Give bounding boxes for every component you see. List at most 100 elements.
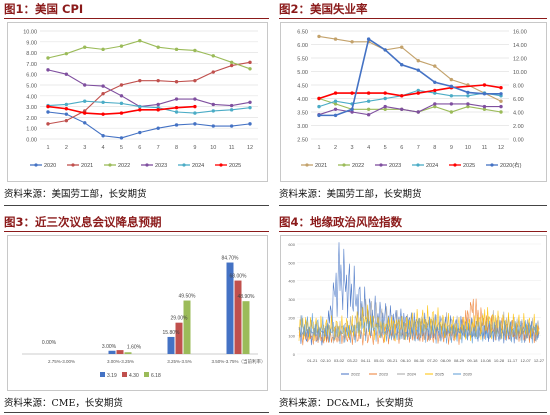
x-tick-label: 09-18 (467, 358, 478, 363)
point-2024 (317, 104, 321, 109)
legend-label: 2022 (352, 163, 364, 169)
point-2023 (350, 110, 354, 114)
point-2025 (156, 108, 160, 112)
x-tick-label: 5 (120, 145, 123, 151)
point-2022 (248, 67, 252, 71)
series-line-2022 (47, 40, 251, 70)
category-label: 3.00%-3.25% (107, 359, 134, 364)
legend-label: 2025 (463, 163, 475, 169)
point-2025 (350, 91, 354, 95)
y2-tick-label: 12.00 (513, 57, 527, 63)
data-label: 15.80% (163, 330, 181, 336)
x-tick-label: 05-01 (374, 358, 385, 363)
y-tick-label: 300 (288, 297, 295, 302)
point-2020 (211, 124, 215, 128)
legend-marker (108, 163, 112, 167)
y-tick-label: 6.00 (26, 73, 37, 79)
point-2025 (119, 111, 124, 115)
x-tick-label: 01-21 (307, 358, 318, 363)
y-tick-label: 5.00 (297, 70, 308, 76)
point-2025 (46, 104, 50, 109)
legend-label: 3.19 (107, 373, 117, 379)
legend-swatch (144, 372, 149, 377)
y2-tick-label: 0.00 (513, 138, 524, 144)
bottom-rule (279, 205, 547, 206)
x-tick-label: 10-08 (481, 358, 492, 363)
legend-marker (416, 163, 420, 167)
category-label: 3.25%-3.5% (167, 359, 192, 364)
point-2020 (83, 121, 87, 125)
x-tick-label: 9 (450, 145, 453, 151)
bottom-rule (4, 412, 269, 413)
point-2023 (366, 113, 371, 117)
series-line-2023 (47, 69, 251, 108)
point-2024 (333, 99, 338, 103)
point-2020(右) (350, 107, 354, 112)
x-tick-label: 4 (102, 145, 105, 151)
point-2022 (366, 107, 371, 112)
point-2021 (193, 78, 197, 83)
y2-tick-label: 8.00 (513, 84, 524, 90)
data-label: 84.70% (222, 256, 240, 262)
point-2024 (138, 104, 142, 109)
x-tick-label: 11 (482, 145, 488, 151)
y-tick-label: 10.00 (23, 30, 37, 36)
bar-3.19 (108, 350, 116, 354)
point-2025 (101, 112, 105, 116)
point-2021 (400, 45, 404, 49)
legend-label: 2020 (44, 163, 56, 169)
x-tick-label: 03-22 (347, 358, 358, 363)
point-2025 (433, 88, 437, 93)
point-2023 (383, 104, 387, 109)
x-tick-label: 1 (46, 145, 49, 151)
x-tick-label: 6 (400, 145, 403, 151)
point-2024 (119, 101, 124, 106)
x-tick-label: 2 (65, 145, 68, 151)
point-2024 (366, 99, 371, 103)
legend-swatch (100, 372, 105, 377)
panel-unemployment: 图2：美国失业率 2.50 3.00 3.50 4.00 4.50 5.00 5.50 6.0… (279, 0, 547, 208)
point-2023 (193, 97, 197, 101)
legend-label: 2020(右) (500, 161, 522, 169)
point-2020 (248, 122, 252, 126)
point-2023 (416, 110, 420, 114)
point-2025 (482, 83, 487, 87)
point-2024 (211, 109, 215, 113)
chart-frame: 2.75%-3.00% 3.00%-3.25% 3.25%-3.5% 3.50%-3.… (7, 235, 268, 391)
series-line-2024 (298, 298, 540, 344)
bar-6.18 (242, 301, 250, 354)
panel-title: 图3：近三次议息会议降息预期 (4, 215, 162, 229)
x-tick-label: 12 (247, 145, 253, 151)
chart-frame: 0.00 1.00 2.00 3.00 4.00 5.00 6.00 7.00 8.00 9.00… (7, 22, 268, 182)
x-tick-label: 2 (334, 145, 337, 151)
y-tick-label: 2.50 (297, 138, 308, 144)
x-tick-label: 3 (83, 145, 86, 151)
rate-cut-chart: 2.75%-3.00% 3.00%-3.25% 3.25%-3.5% 3.50%-3.… (22, 256, 266, 379)
y-tick-label: 3.00 (297, 124, 308, 130)
point-2024 (64, 102, 69, 107)
y-tick-label: 5.50 (297, 57, 308, 63)
point-2023 (248, 100, 252, 104)
x-tick-label: 5 (384, 145, 387, 151)
source-note: 资料来源：DC&ML，长安期货 (279, 398, 414, 409)
chart-frame: 0 100 200 300 400 500 600 01-21 02-10 03-02 03-22 0… (280, 235, 547, 391)
y-tick-label: 7.00 (26, 62, 37, 68)
y-tick-label: 1.00 (26, 127, 37, 133)
point-2020(右) (366, 37, 371, 41)
point-2023 (229, 103, 234, 108)
series-line-2020 (47, 111, 251, 139)
point-2022 (83, 45, 87, 49)
point-2023 (101, 84, 105, 88)
point-2020(右) (333, 113, 338, 118)
y-tick-label: 8.00 (26, 51, 37, 57)
panel-cpi: 图1：美国 CPI 0.00 1.00 2.00 3.00 4.00 5.00 6.00 7.… (4, 0, 269, 208)
point-2021 (416, 59, 420, 63)
x-tick-label: 12-27 (534, 358, 545, 363)
panel-title: 图1：美国 CPI (4, 2, 84, 16)
point-2021 (499, 99, 503, 103)
point-2021 (248, 60, 252, 65)
y2-tick-label: 2.00 (513, 124, 524, 130)
point-2020 (138, 130, 142, 135)
point-2020 (64, 112, 69, 116)
point-2021 (174, 80, 179, 84)
